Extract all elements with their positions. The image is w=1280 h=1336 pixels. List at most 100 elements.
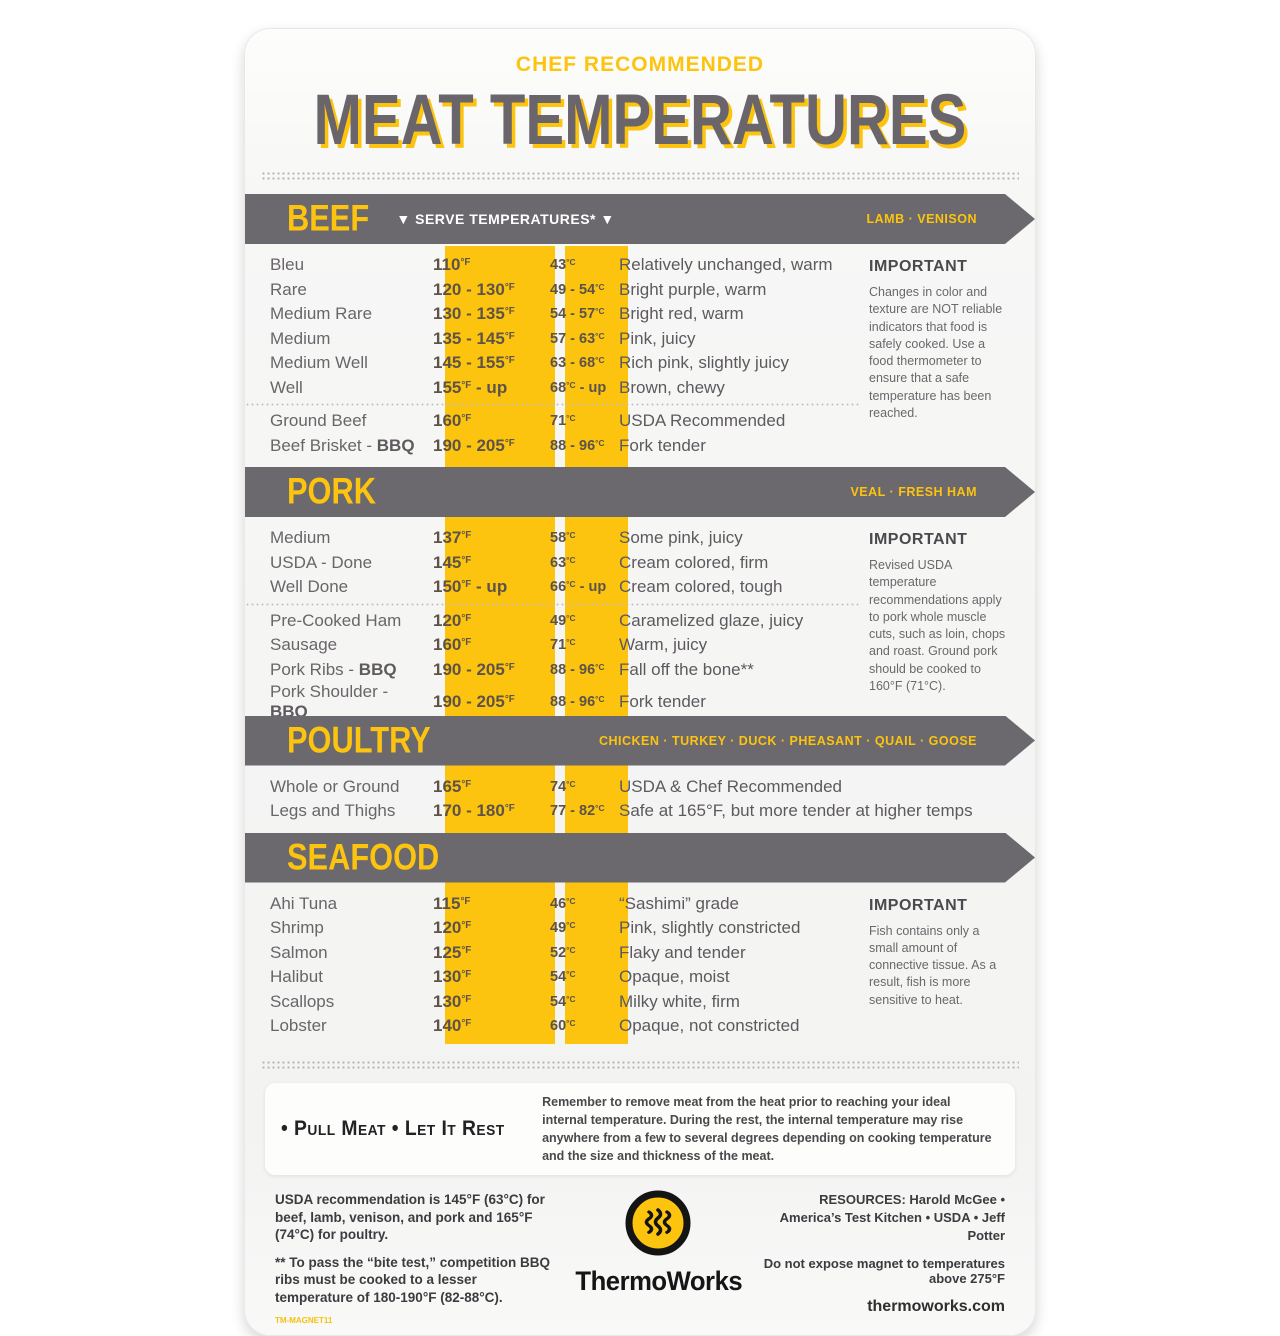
row-name: Legs and Thighs bbox=[270, 801, 396, 821]
row-name: Lobster bbox=[270, 1016, 327, 1036]
table-row: USDA - Done 145°F 63°C Cream colored, firm bbox=[245, 551, 867, 576]
temp-celsius: 66°C - up bbox=[550, 579, 607, 596]
row-description: Warm, juicy bbox=[619, 635, 708, 655]
resources-label: RESOURCES: bbox=[819, 1192, 906, 1207]
temp-fahrenheit: 150°F - up bbox=[433, 577, 508, 597]
poultry-section-title: POULTRY bbox=[287, 719, 431, 761]
pork-section-banner: PORK VEAL · FRESH HAM bbox=[245, 467, 1035, 517]
rest-note-label: • Pull Meat • Let It Rest bbox=[281, 1116, 505, 1140]
temp-celsius: 49°C bbox=[550, 920, 576, 937]
important-text: Fish contains only a small amount of con… bbox=[869, 923, 997, 1007]
row-description: Relatively unchanged, warm bbox=[619, 255, 833, 275]
row-description: Pink, slightly constricted bbox=[619, 918, 801, 938]
footer-notes: USDA recommendation is 145°F (63°C) for … bbox=[275, 1191, 557, 1325]
serve-temperatures-label: ▼ SERVE TEMPERATURES* ▼ bbox=[396, 211, 615, 227]
footer-resources: RESOURCES: Harold McGee • America’s Test… bbox=[760, 1191, 1005, 1316]
temp-fahrenheit: 170 - 180°F bbox=[433, 801, 515, 821]
seafood-section-body: Ahi Tuna 115°F 46°C “Sashimi” grade Shrimp 12… bbox=[245, 885, 1035, 1046]
beef-section-body: Bleu 110°F 43°C Relatively unchanged, warm R… bbox=[245, 246, 1035, 465]
temp-fahrenheit: 120 - 130°F bbox=[433, 279, 515, 299]
temp-celsius: 63°C bbox=[550, 554, 576, 571]
table-row: Medium 135 - 145°F 57 - 63°C Pink, juicy bbox=[245, 327, 867, 352]
row-description: USDA & Chef Recommended bbox=[619, 776, 842, 796]
temp-fahrenheit: 120°F bbox=[433, 918, 472, 938]
temp-fahrenheit: 190 - 205°F bbox=[433, 435, 515, 455]
temp-celsius: 88 - 96°C bbox=[550, 661, 605, 678]
temp-fahrenheit: 190 - 205°F bbox=[433, 659, 515, 679]
temp-fahrenheit: 137°F bbox=[433, 528, 472, 548]
important-title: IMPORTANT bbox=[869, 531, 968, 548]
temp-fahrenheit: 125°F bbox=[433, 942, 472, 962]
temp-fahrenheit: 130 - 135°F bbox=[433, 304, 515, 324]
temp-celsius: 71°C bbox=[550, 637, 576, 654]
row-description: Pink, juicy bbox=[619, 328, 696, 348]
table-row: Whole or Ground 165°F 74°C USDA & Chef Reco… bbox=[245, 775, 1035, 800]
beef-section-title: BEEF bbox=[287, 198, 370, 239]
temp-fahrenheit: 145 - 155°F bbox=[433, 353, 515, 373]
row-name: Rare bbox=[270, 279, 307, 299]
row-name: Pre-Cooked Ham bbox=[270, 610, 402, 630]
seafood-rows: Ahi Tuna 115°F 46°C “Sashimi” grade Shrimp 12… bbox=[245, 885, 867, 1046]
row-description: Opaque, moist bbox=[619, 967, 730, 987]
row-name: Shrimp bbox=[270, 918, 324, 938]
temp-fahrenheit: 190 - 205°F bbox=[433, 692, 515, 711]
row-description: Cream colored, firm bbox=[619, 552, 769, 572]
resources-text: Harold McGee • America’s Test Kitchen • … bbox=[779, 1192, 1005, 1244]
poultry-section-body: Whole or Ground 165°F 74°C USDA & Chef Reco… bbox=[245, 768, 1035, 831]
row-description: Caramelized glaze, juicy bbox=[619, 610, 804, 630]
seafood-important-note: IMPORTANT Fish contains only a small amou… bbox=[867, 893, 1009, 1013]
website-url: thermoworks.com bbox=[867, 1297, 1005, 1315]
row-description: Fall off the bone** bbox=[619, 659, 754, 679]
temp-celsius: 88 - 96°C bbox=[550, 693, 605, 711]
rest-note-box: • Pull Meat • Let It Rest Remember to re… bbox=[265, 1082, 1015, 1175]
temp-fahrenheit: 120°F bbox=[433, 610, 472, 630]
row-description: “Sashimi” grade bbox=[619, 893, 739, 913]
seafood-section-title: SEAFOOD bbox=[287, 836, 440, 878]
temp-celsius: 54 - 57°C bbox=[550, 306, 605, 323]
beef-important-note: IMPORTANT Changes in color and texture ar… bbox=[867, 254, 1009, 426]
table-row: Shrimp 120°F 49°C Pink, slightly constricte… bbox=[245, 916, 867, 941]
row-group-divider bbox=[245, 400, 861, 409]
important-text: Revised USDA temperature recommendations… bbox=[869, 558, 1006, 693]
rest-note-text: Remember to remove meat from the heat pr… bbox=[542, 1094, 992, 1163]
table-row: Lobster 140°F 60°C Opaque, not constricted bbox=[245, 1014, 867, 1039]
row-description: Bright purple, warm bbox=[619, 279, 767, 299]
row-name: Medium Rare bbox=[270, 304, 373, 324]
table-row: Bleu 110°F 43°C Relatively unchanged, warm bbox=[245, 253, 867, 278]
row-name: Sausage bbox=[270, 635, 338, 655]
usda-note: USDA recommendation is 145°F (63°C) for … bbox=[275, 1192, 545, 1243]
temp-celsius: 63 - 68°C bbox=[550, 355, 605, 372]
row-description: Brown, chewy bbox=[619, 377, 725, 397]
row-name: Halibut bbox=[270, 967, 323, 987]
temp-fahrenheit: 135 - 145°F bbox=[433, 328, 515, 348]
row-description: Milky white, firm bbox=[619, 991, 740, 1011]
dotted-divider-bottom bbox=[261, 1059, 1019, 1071]
pork-important-note: IMPORTANT Revised USDA temperature recomm… bbox=[867, 527, 1009, 699]
table-row: Pre-Cooked Ham 120°F 49°C Caramelized glaze… bbox=[245, 609, 867, 634]
row-name: Well Done bbox=[270, 577, 349, 597]
row-name: Beef Brisket - BBQ bbox=[270, 435, 415, 455]
temp-fahrenheit: 160°F bbox=[433, 411, 472, 431]
table-row: Pork Shoulder - BBQ 190 - 205°F 88 - 96°C F… bbox=[245, 682, 867, 721]
magnet-warning: Do not expose magnet to temperatures abo… bbox=[763, 1255, 1005, 1286]
row-description: Bright red, warm bbox=[619, 304, 744, 324]
table-row: Medium Rare 130 - 135°F 54 - 57°C Bright re… bbox=[245, 302, 867, 327]
row-description: Safe at 165°F, but more tender at higher… bbox=[619, 801, 973, 821]
pork-related-meats-label: VEAL · FRESH HAM bbox=[850, 485, 977, 499]
pork-section-title: PORK bbox=[287, 471, 376, 512]
pork-section-body: Medium 137°F 58°C Some pink, juicy USDA - Do… bbox=[245, 519, 1035, 721]
pork-rows: Medium 137°F 58°C Some pink, juicy USDA - Do… bbox=[245, 519, 867, 721]
temp-celsius: 58°C bbox=[550, 530, 576, 547]
table-row: Medium Well 145 - 155°F 63 - 68°C Rich pink… bbox=[245, 351, 867, 376]
temp-celsius: 60°C bbox=[550, 1018, 576, 1035]
table-row: Well Done 150°F - up 66°C - up Cream colore… bbox=[245, 575, 867, 600]
row-name: Medium bbox=[270, 528, 331, 548]
table-row: Well 155°F - up 68°C - up Brown, chewy bbox=[245, 376, 867, 401]
temp-celsius: 49 - 54°C bbox=[550, 281, 605, 298]
temp-celsius: 54°C bbox=[550, 969, 576, 986]
fahrenheit-column-highlight bbox=[445, 246, 555, 1044]
temp-fahrenheit: 110°F bbox=[433, 255, 471, 275]
product-code: TM-MAGNET11 bbox=[275, 1316, 333, 1326]
temp-celsius: 43°C bbox=[550, 257, 576, 274]
temp-fahrenheit: 115°F bbox=[433, 893, 471, 913]
